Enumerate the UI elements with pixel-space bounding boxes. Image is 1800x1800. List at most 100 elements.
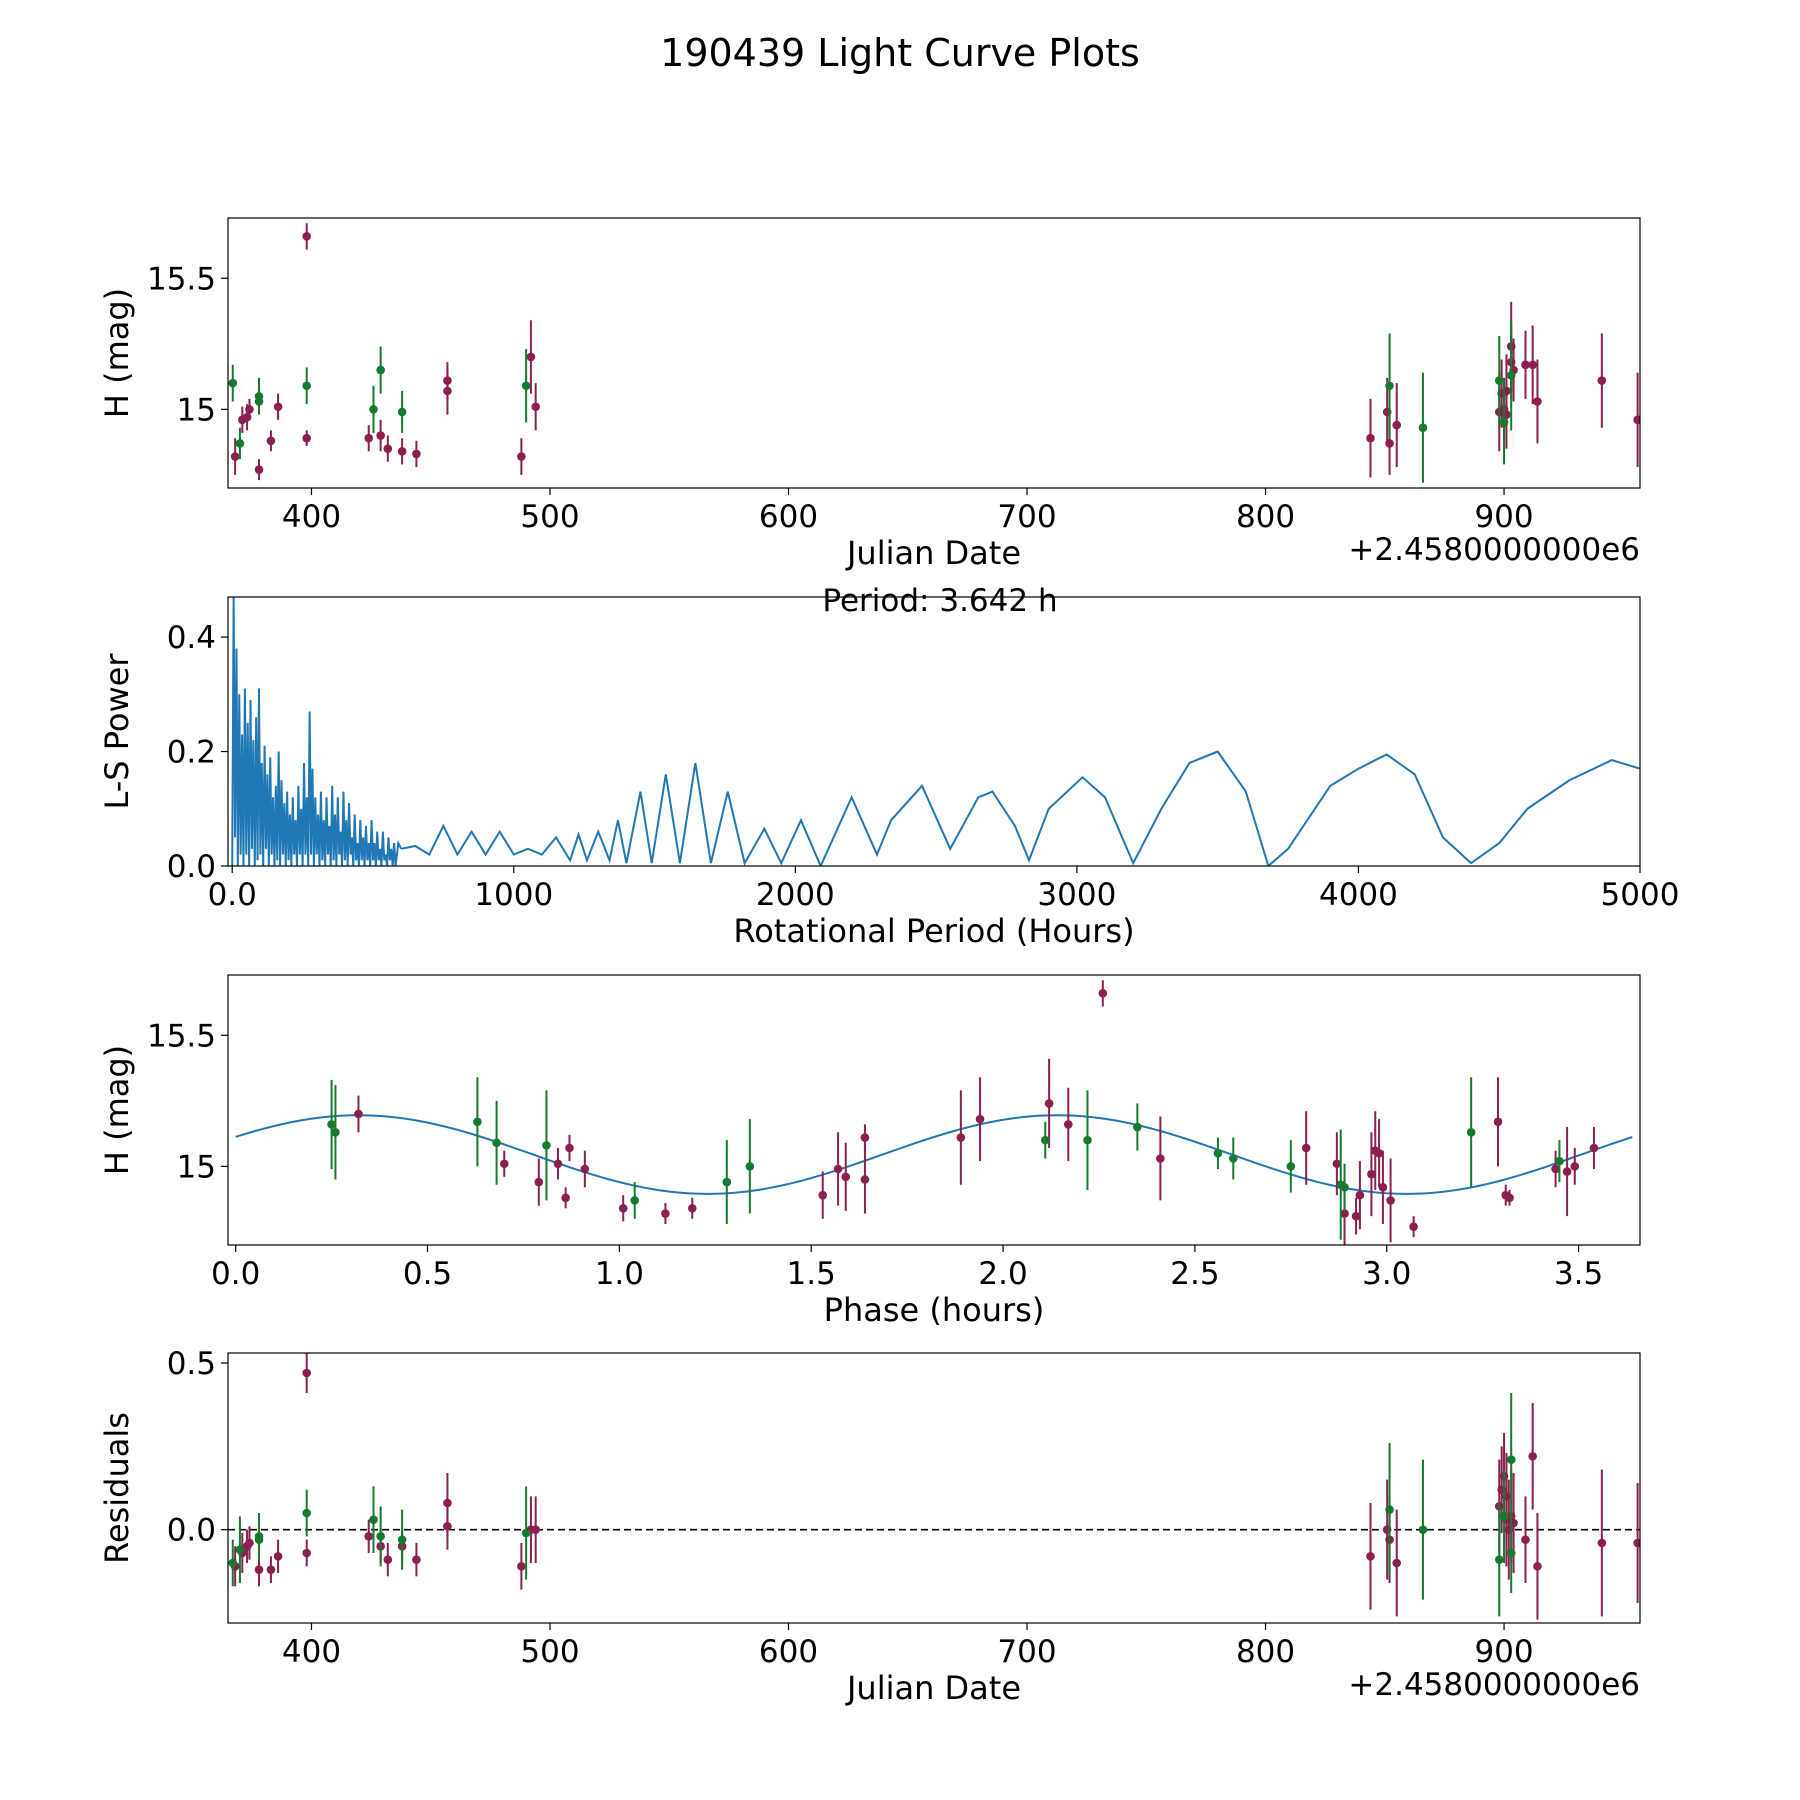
data-point bbox=[1385, 381, 1394, 391]
x-tick-label: 1.0 bbox=[595, 1256, 644, 1292]
data-point bbox=[517, 452, 526, 461]
data-point bbox=[302, 1368, 312, 1378]
data-point bbox=[1351, 1211, 1361, 1221]
x-tick-label: 800 bbox=[1236, 1634, 1295, 1670]
x-tick-label: 2.5 bbox=[1170, 1256, 1219, 1292]
x-tick-label: 600 bbox=[759, 1634, 818, 1670]
data-point bbox=[235, 1545, 245, 1554]
data-point bbox=[975, 1114, 985, 1124]
y-tick-label: 15 bbox=[177, 1149, 216, 1185]
data-point bbox=[302, 381, 312, 391]
data-point bbox=[1044, 1099, 1054, 1108]
data-point bbox=[1340, 1183, 1349, 1192]
data-point bbox=[565, 1143, 574, 1153]
data-point bbox=[1597, 376, 1607, 385]
data-point bbox=[1392, 420, 1402, 430]
phase-fold-panel: 0.0 0.5 1.0 1.5 2.0 2.5 3.0 3.5 15 15.5 Phase (hou… bbox=[98, 974, 1641, 1329]
y-tick-label: 15.5 bbox=[147, 1018, 216, 1054]
data-point bbox=[364, 433, 374, 443]
phase-fold-x-axis-label: Phase (hours) bbox=[824, 1291, 1045, 1329]
x-tick-label: 700 bbox=[997, 499, 1056, 535]
x-tick-label: 700 bbox=[997, 1634, 1056, 1670]
data-point bbox=[1385, 439, 1394, 448]
data-point bbox=[492, 1138, 501, 1148]
data-point bbox=[542, 1141, 551, 1150]
periodogram-plot-area bbox=[231, 597, 1640, 866]
data-point bbox=[526, 352, 536, 362]
data-point bbox=[1633, 1538, 1640, 1548]
data-point bbox=[818, 1190, 828, 1200]
y-tick-label: 0.5 bbox=[167, 1346, 216, 1382]
figure-title: 190439 Light Curve Plots bbox=[660, 31, 1140, 75]
y-tick-label: 0.4 bbox=[167, 620, 216, 656]
data-point bbox=[517, 1562, 526, 1571]
period-annotation: Period: 3.642 h bbox=[822, 583, 1057, 619]
x-tick-label: 600 bbox=[759, 499, 818, 535]
data-point bbox=[364, 1532, 374, 1541]
data-point bbox=[1083, 1135, 1092, 1145]
residuals-plot-area bbox=[228, 1353, 1640, 1620]
x-tick-label: 2000 bbox=[756, 877, 835, 913]
data-point bbox=[302, 232, 312, 241]
data-point bbox=[1355, 1190, 1365, 1200]
data-point bbox=[369, 1515, 378, 1524]
data-point bbox=[833, 1164, 843, 1174]
x-tick-label: 400 bbox=[282, 1634, 341, 1670]
data-point bbox=[618, 1204, 628, 1213]
residuals-y-axis-label: Residuals bbox=[98, 1412, 136, 1564]
residuals-x-axis-label: Julian Date bbox=[845, 1669, 1021, 1707]
data-point bbox=[1521, 360, 1530, 370]
data-point bbox=[553, 1159, 563, 1169]
y-tick-label: 0.2 bbox=[167, 735, 216, 771]
data-point bbox=[412, 1555, 421, 1564]
data-point bbox=[1098, 989, 1108, 998]
data-point bbox=[443, 386, 452, 396]
data-point bbox=[1332, 1159, 1342, 1169]
data-point bbox=[1597, 1538, 1607, 1548]
data-point bbox=[1506, 1548, 1516, 1558]
phase-fold-plot-area bbox=[235, 980, 1633, 1245]
data-point bbox=[499, 1159, 509, 1169]
data-point bbox=[1366, 433, 1375, 443]
data-point bbox=[383, 444, 393, 453]
data-point bbox=[1133, 1122, 1142, 1132]
data-point bbox=[1494, 1555, 1504, 1564]
x-axis-offset-label: +2.4580000000e6 bbox=[1348, 532, 1640, 568]
data-point bbox=[302, 1548, 312, 1558]
data-point bbox=[1533, 397, 1542, 406]
data-point bbox=[1418, 1525, 1428, 1534]
data-point bbox=[397, 1535, 407, 1544]
data-point bbox=[245, 405, 254, 414]
data-point bbox=[1286, 1162, 1296, 1171]
data-point bbox=[745, 1162, 755, 1171]
data-point bbox=[1589, 1143, 1599, 1153]
data-point bbox=[661, 1209, 670, 1218]
x-tick-label: 0.0 bbox=[208, 877, 257, 913]
data-point bbox=[1555, 1156, 1564, 1166]
x-tick-label: 0.0 bbox=[211, 1256, 260, 1292]
data-point bbox=[1521, 1535, 1530, 1544]
y-tick-label: 0.0 bbox=[167, 849, 216, 885]
data-point bbox=[397, 407, 407, 417]
data-point bbox=[376, 431, 385, 440]
phase-fold-y-axis-label: H (mag) bbox=[98, 1045, 136, 1175]
data-point bbox=[722, 1177, 732, 1187]
data-point bbox=[1040, 1135, 1050, 1145]
x-tick-label: 1.5 bbox=[787, 1256, 836, 1292]
x-tick-label: 4000 bbox=[1319, 877, 1398, 913]
data-point bbox=[687, 1204, 697, 1213]
x-tick-label: 900 bbox=[1474, 1634, 1533, 1670]
y-tick-label: 15 bbox=[177, 392, 216, 428]
data-point bbox=[521, 381, 531, 391]
data-point bbox=[273, 1552, 283, 1561]
data-point bbox=[860, 1175, 870, 1184]
data-point bbox=[956, 1133, 966, 1142]
x-axis-offset-label: +2.4580000000e6 bbox=[1348, 1667, 1640, 1703]
data-point bbox=[254, 1565, 264, 1574]
data-point bbox=[331, 1127, 340, 1137]
data-point bbox=[1213, 1148, 1223, 1158]
data-point bbox=[1378, 1183, 1388, 1192]
data-point bbox=[841, 1172, 851, 1182]
data-point bbox=[1494, 376, 1504, 385]
residuals-panel: 400 500 600 700 800 900 0.0 0.5 Julian Date +2.45… bbox=[98, 1346, 1641, 1707]
